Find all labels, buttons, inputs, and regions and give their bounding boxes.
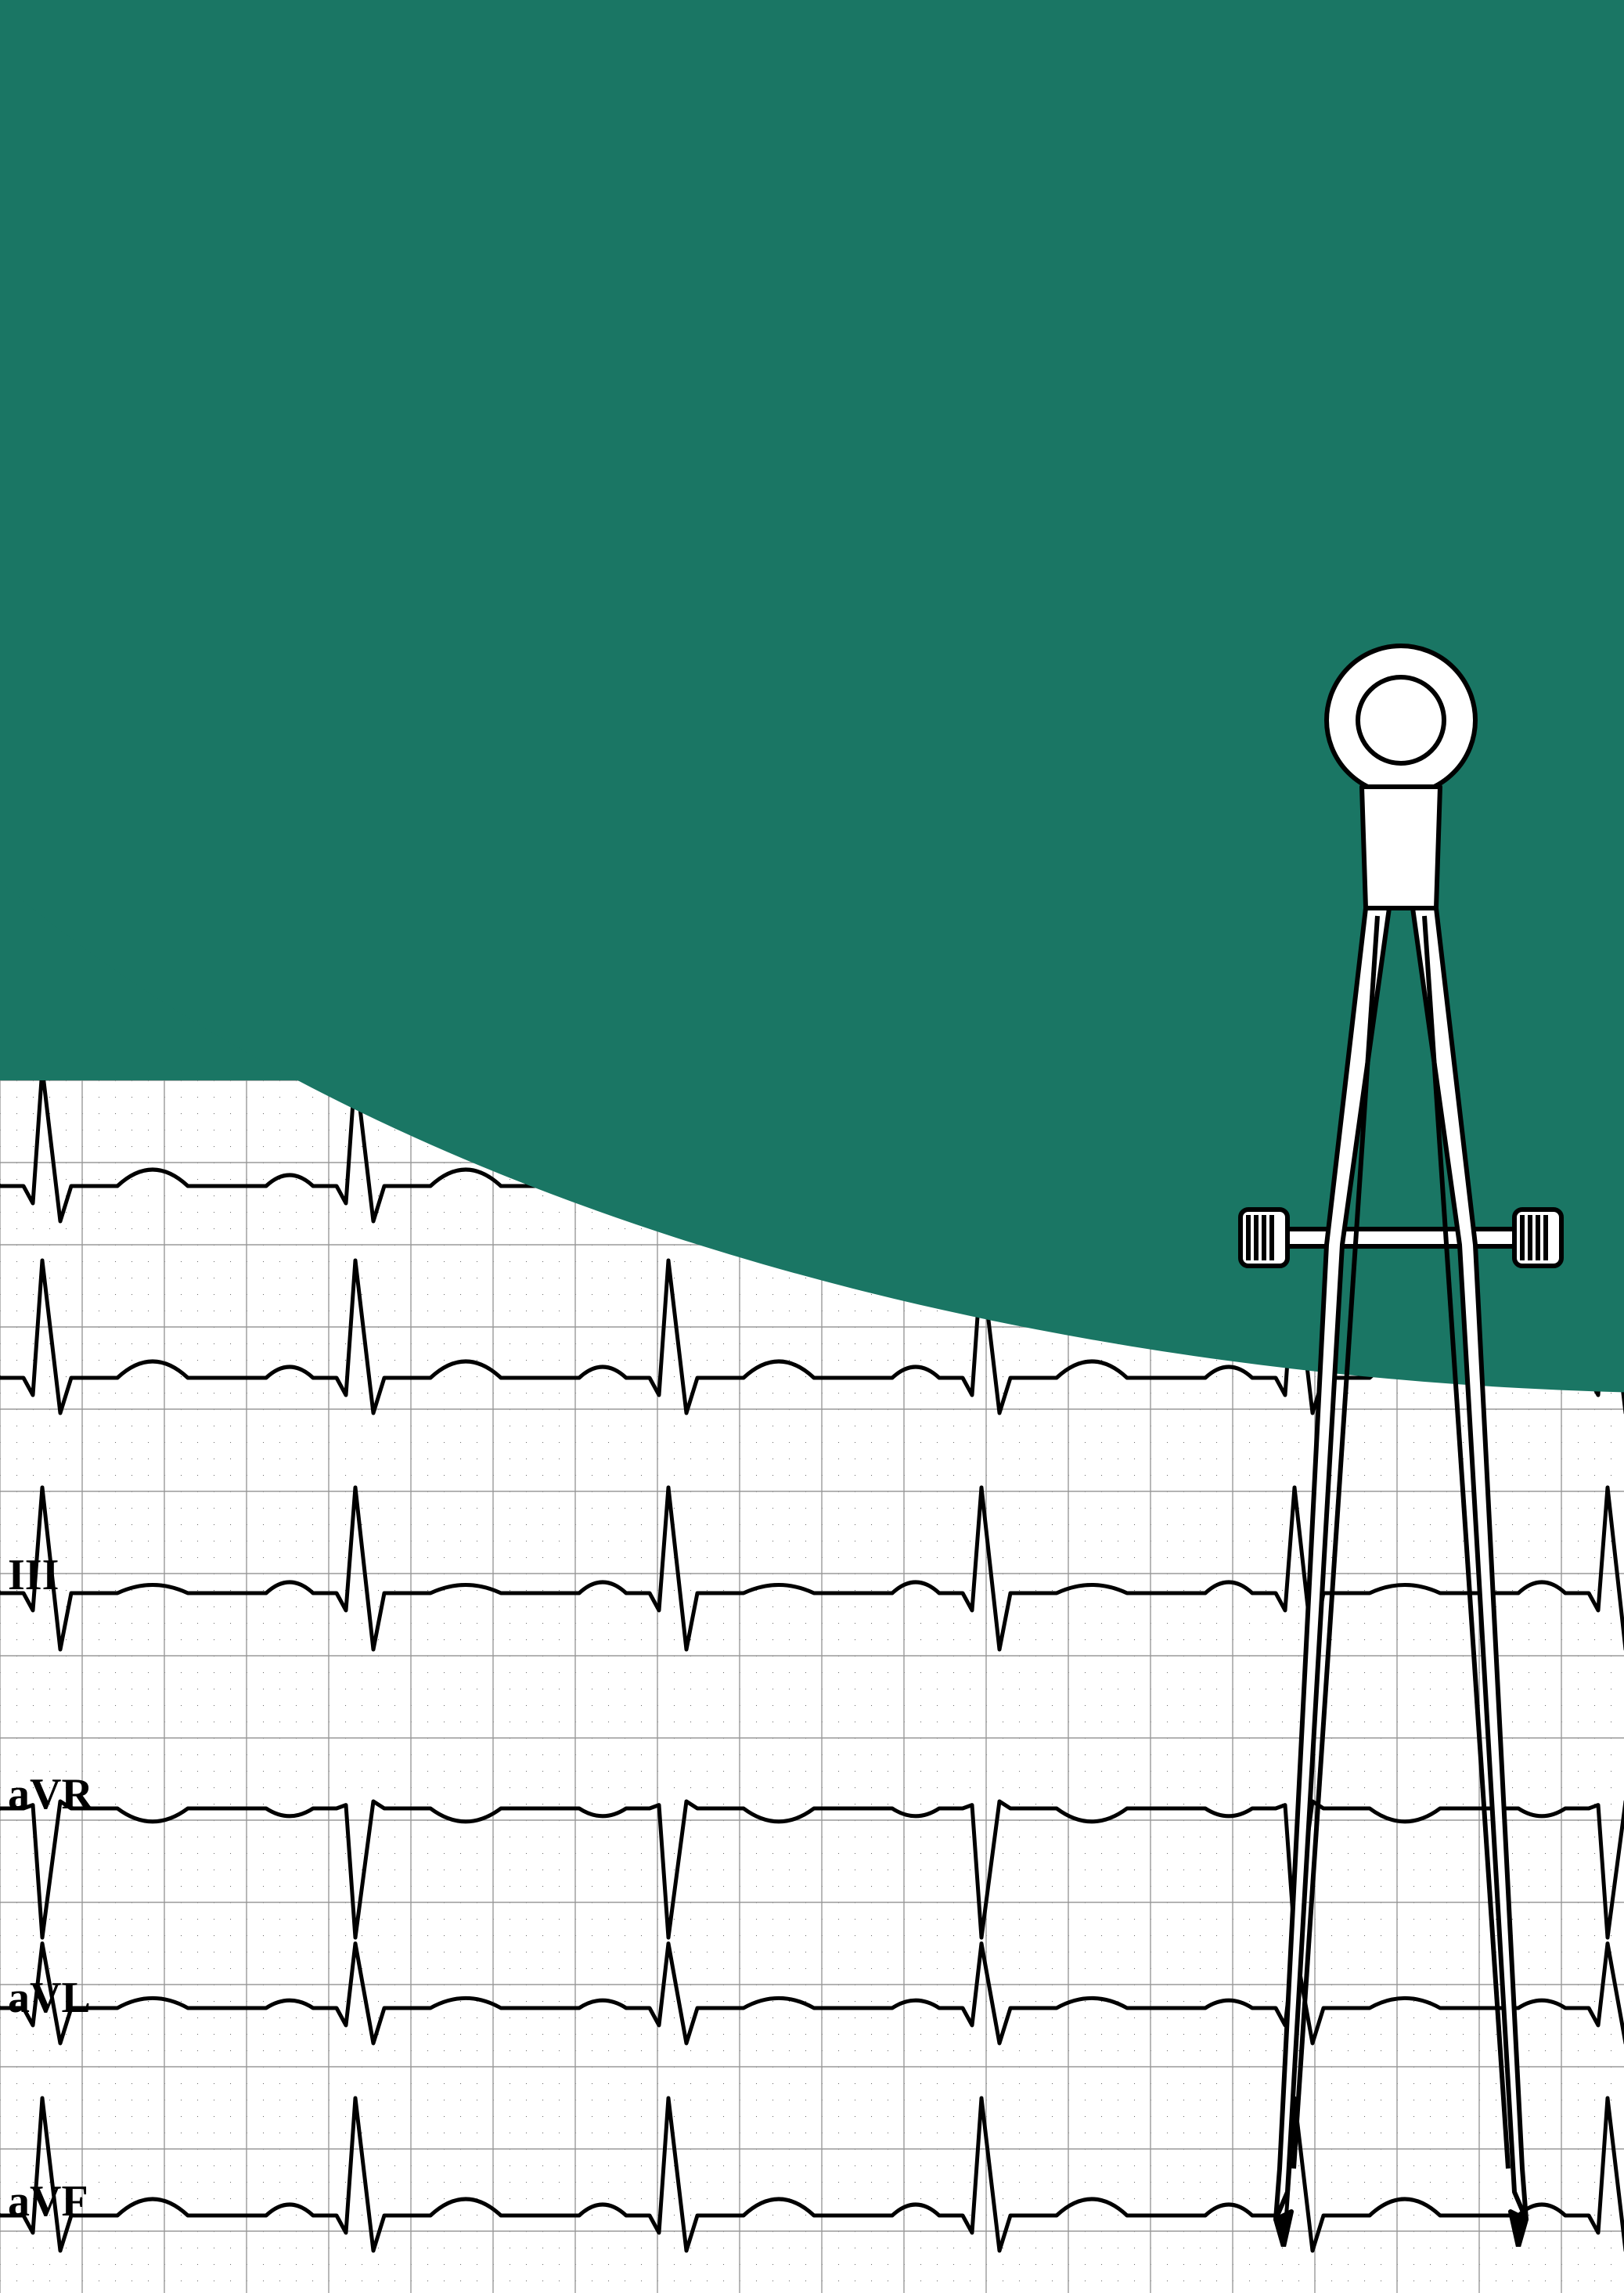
- caliper-icon: [1233, 634, 1569, 2247]
- lead-label-aVL: aVL: [8, 1973, 91, 2023]
- lead-label-aVF: aVF: [8, 2176, 88, 2226]
- book-cover: MEDIZIN lehmanns media Werner Bamberger …: [0, 0, 1624, 2293]
- lead-label-III: III: [8, 1550, 59, 1600]
- lead-label-aVR: aVR: [8, 1769, 93, 1819]
